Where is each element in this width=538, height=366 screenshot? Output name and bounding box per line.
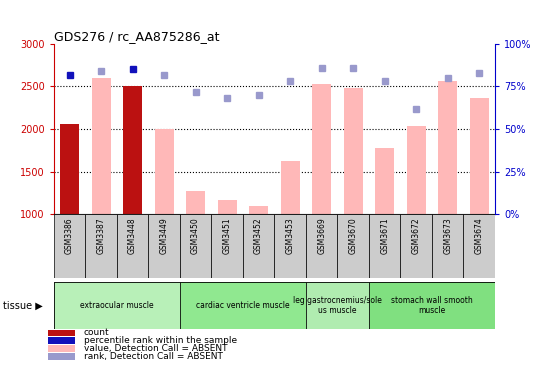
Text: GSM3672: GSM3672: [412, 217, 421, 254]
FancyBboxPatch shape: [243, 214, 274, 278]
Text: stomach wall smooth
muscle: stomach wall smooth muscle: [391, 296, 473, 315]
Text: GSM3450: GSM3450: [191, 217, 200, 254]
FancyBboxPatch shape: [117, 214, 148, 278]
Text: GSM3670: GSM3670: [349, 217, 358, 254]
FancyBboxPatch shape: [47, 330, 75, 336]
Bar: [312, 84, 331, 214]
Text: GDS276 / rc_AA875286_at: GDS276 / rc_AA875286_at: [54, 30, 220, 43]
Bar: [344, 88, 363, 214]
FancyBboxPatch shape: [306, 282, 369, 329]
FancyBboxPatch shape: [54, 282, 180, 329]
FancyBboxPatch shape: [47, 345, 75, 352]
FancyBboxPatch shape: [369, 282, 495, 329]
FancyBboxPatch shape: [148, 214, 180, 278]
Text: rank, Detection Call = ABSENT: rank, Detection Call = ABSENT: [84, 352, 223, 361]
Text: leg gastrocnemius/sole
us muscle: leg gastrocnemius/sole us muscle: [293, 296, 382, 315]
Bar: [249, 206, 268, 214]
Text: GSM3386: GSM3386: [65, 217, 74, 254]
Text: count: count: [84, 329, 109, 337]
Bar: [438, 81, 457, 214]
Text: value, Detection Call = ABSENT: value, Detection Call = ABSENT: [84, 344, 227, 353]
Text: GSM3452: GSM3452: [254, 217, 263, 254]
Text: GSM3453: GSM3453: [286, 217, 295, 254]
FancyBboxPatch shape: [306, 214, 337, 278]
Bar: [470, 97, 489, 214]
Text: GSM3448: GSM3448: [128, 217, 137, 254]
FancyBboxPatch shape: [211, 214, 243, 278]
Text: GSM3674: GSM3674: [475, 217, 484, 254]
Text: GSM3669: GSM3669: [317, 217, 326, 254]
FancyBboxPatch shape: [180, 214, 211, 278]
FancyBboxPatch shape: [86, 214, 117, 278]
Bar: [407, 127, 426, 214]
FancyBboxPatch shape: [400, 214, 432, 278]
Bar: [218, 199, 237, 214]
FancyBboxPatch shape: [432, 214, 463, 278]
FancyBboxPatch shape: [463, 214, 495, 278]
Text: cardiac ventricle muscle: cardiac ventricle muscle: [196, 301, 289, 310]
Bar: [154, 129, 174, 214]
Text: extraocular muscle: extraocular muscle: [80, 301, 154, 310]
FancyBboxPatch shape: [54, 214, 86, 278]
Text: tissue ▶: tissue ▶: [3, 300, 43, 311]
Bar: [281, 161, 300, 214]
Text: GSM3671: GSM3671: [380, 217, 389, 254]
Text: percentile rank within the sample: percentile rank within the sample: [84, 336, 237, 345]
Text: GSM3449: GSM3449: [160, 217, 168, 254]
Text: GSM3387: GSM3387: [96, 217, 105, 254]
Bar: [91, 78, 110, 214]
FancyBboxPatch shape: [47, 337, 75, 344]
FancyBboxPatch shape: [337, 214, 369, 278]
Bar: [186, 191, 205, 214]
Text: GSM3451: GSM3451: [223, 217, 232, 254]
FancyBboxPatch shape: [369, 214, 400, 278]
FancyBboxPatch shape: [274, 214, 306, 278]
Bar: [375, 148, 394, 214]
Text: GSM3673: GSM3673: [443, 217, 452, 254]
Bar: [60, 124, 79, 214]
FancyBboxPatch shape: [180, 282, 306, 329]
FancyBboxPatch shape: [47, 353, 75, 360]
Bar: [123, 86, 142, 214]
